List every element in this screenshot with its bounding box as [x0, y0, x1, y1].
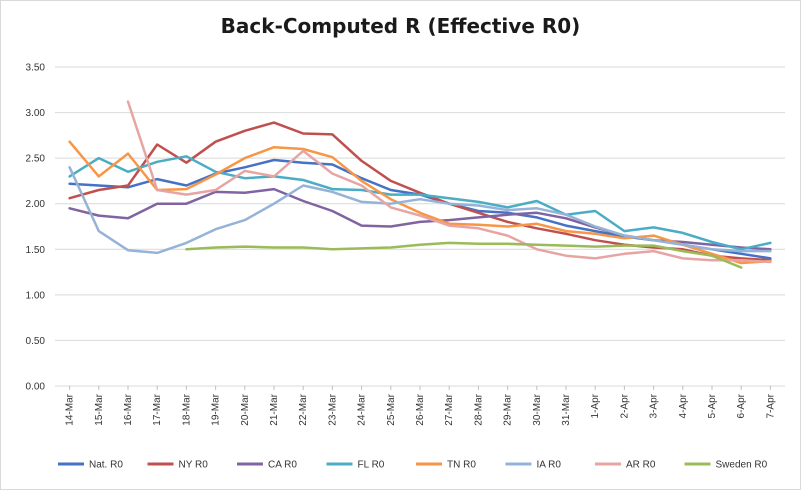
y-tick-label: 2.50: [26, 154, 46, 165]
y-tick-label: 1.50: [26, 245, 46, 256]
legend-label-sweden-r0: Sweden R0: [716, 460, 768, 471]
x-tick-label: 22-Mar: [298, 393, 309, 425]
legend-label-ar-r0: AR R0: [626, 460, 656, 471]
x-tick-label: 7-Apr: [765, 393, 776, 418]
x-tick-label: 27-Mar: [444, 393, 455, 425]
x-tick-label: 23-Mar: [327, 393, 338, 425]
series-line-sweden-r0: [185, 241, 743, 269]
legend-label-ca-r0: CA R0: [268, 460, 297, 471]
x-tick-label: 4-Apr: [678, 393, 689, 418]
y-tick-label: 0.00: [26, 382, 46, 393]
chart-title: Back-Computed R (Effective R0): [220, 14, 581, 38]
x-tick-label: 21-Mar: [269, 393, 280, 425]
y-tick-label: 0.50: [26, 336, 46, 347]
x-tick-label: 14-Mar: [65, 393, 76, 425]
series-line-ar-r0: [126, 100, 772, 264]
x-tick-label: 1-Apr: [590, 393, 601, 418]
y-axis-tick-labels: 0.00 0.50 1.00 1.50 2.00 2.50 3.00 3.50: [26, 63, 46, 393]
x-tick-label: 2-Apr: [619, 393, 630, 418]
x-tick-label: 25-Mar: [386, 393, 397, 425]
y-tick-label: 3.00: [26, 108, 46, 119]
x-tick-label: 24-Mar: [357, 393, 368, 425]
series-line-ny-r0: [68, 121, 772, 262]
series-line-ia-r0: [68, 166, 772, 255]
x-tick-label: 5-Apr: [707, 393, 718, 418]
y-tick-label: 1.00: [26, 290, 46, 301]
x-tick-label: 30-Mar: [532, 393, 543, 425]
y-tick-label: 2.00: [26, 199, 46, 210]
legend-label-fl-r0: FL R0: [358, 460, 385, 471]
y-tick-label: 3.50: [26, 63, 46, 74]
series-line-tn-r0: [68, 140, 772, 265]
x-tick-label: 20-Mar: [240, 393, 251, 425]
legend-label-tn-r0: TN R0: [447, 460, 476, 471]
x-tick-label: 18-Mar: [181, 393, 192, 425]
x-tick-label: 3-Apr: [649, 393, 660, 418]
legend-label-ny-r0: NY R0: [179, 460, 209, 471]
x-tick-label: 17-Mar: [152, 393, 163, 425]
x-tick-label: 6-Apr: [736, 393, 747, 418]
x-tick-label: 29-Mar: [503, 393, 514, 425]
x-tick-label: 16-Mar: [123, 393, 134, 425]
legend-label-nat-r0: Nat. R0: [89, 460, 123, 471]
x-tick-label: 31-Mar: [561, 393, 572, 425]
x-tick-label: 19-Mar: [211, 393, 222, 425]
legend: Nat. R0 NY R0 CA R0 FL R0 TN R0 IA R0 AR R0 Swe…: [58, 460, 768, 471]
x-axis-tick-labels: 14-Mar 15-Mar 16-Mar 17-Mar 18-Mar 19-Mar 20-M…: [65, 393, 777, 425]
x-tick-label: 15-Mar: [94, 393, 105, 425]
x-tick-label: 26-Mar: [415, 393, 426, 425]
legend-label-ia-r0: IA R0: [537, 460, 562, 471]
x-tick-label: 28-Mar: [473, 393, 484, 425]
gridlines: [55, 66, 785, 390]
series-line-fl-r0: [68, 155, 772, 251]
series-lines: [68, 100, 772, 269]
